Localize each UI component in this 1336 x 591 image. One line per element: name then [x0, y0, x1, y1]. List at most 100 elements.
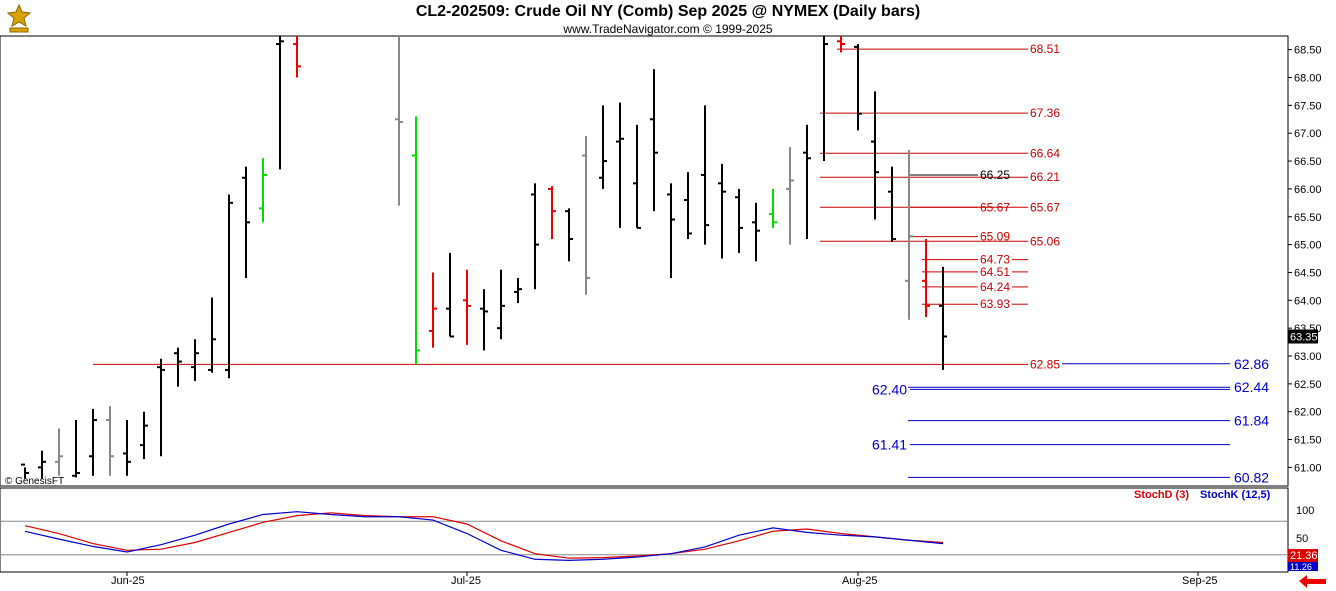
price-tick-label: 62.50 [1294, 379, 1322, 391]
blue-level-label: 62.40 [872, 381, 907, 397]
price-tick-label: 61.50 [1294, 435, 1322, 447]
ohlc-bar [21, 463, 29, 479]
red-level-label: 62.85 [1030, 357, 1060, 371]
ohlc-bar [599, 105, 607, 189]
ohlc-bar [531, 183, 539, 290]
ohlc-bar [480, 289, 488, 351]
ohlc-bar [55, 428, 63, 476]
copyright-label: © GenesisFT [5, 476, 64, 487]
red-level-label: 67.36 [1030, 106, 1060, 120]
ohlc-bar [616, 102, 624, 228]
chart-title: CL2-202509: Crude Oil NY (Comb) Sep 2025… [415, 3, 921, 20]
ohlc-bar [684, 172, 692, 240]
extra-level-label: 65.67 [980, 200, 1010, 214]
ohlc-bar [633, 124, 641, 229]
ohlc-bar [854, 44, 862, 131]
ohlc-bar [157, 358, 165, 457]
chart-subtitle: www.TradeNavigator.com © 1999-2025 [563, 22, 773, 36]
price-tick-label: 65.50 [1294, 212, 1322, 224]
ohlc-bar [888, 166, 896, 242]
ohlc-bar [174, 347, 182, 387]
ohlc-bar [497, 269, 505, 340]
ohlc-bar [429, 272, 437, 348]
blue-level-label: 60.82 [1234, 469, 1269, 485]
chart-header: CL2-202509: Crude Oil NY (Comb) Sep 2025… [0, 0, 1336, 36]
ohlc-bar [701, 105, 709, 245]
ohlc-bar [871, 91, 879, 220]
stoch-d-box [1288, 549, 1318, 562]
ohlc-bar [514, 278, 522, 304]
ohlc-bar [293, 36, 301, 78]
ohlc-bar [123, 420, 131, 476]
red-level-label: 66.21 [1030, 170, 1060, 184]
ohlc-bar [225, 194, 233, 379]
date-tick-label: Sep-25 [1182, 575, 1217, 587]
price-tick-label: 67.50 [1294, 100, 1322, 112]
price-tick-label: 63.00 [1294, 351, 1322, 363]
red-level-label: 66.64 [1030, 146, 1060, 160]
stoch-k-legend: StochK (12,5) [1200, 489, 1271, 501]
red-level-label: 63.93 [980, 297, 1010, 311]
ohlc-bar [565, 208, 573, 262]
ohlc-bar [463, 269, 471, 345]
ohlc-bar [191, 339, 199, 382]
red-level-label: 65.06 [1030, 234, 1060, 248]
date-axis: Jun-25 Jul-25 Aug-25 Sep-25 [111, 572, 1326, 588]
price-tick-label: 64.50 [1294, 267, 1322, 279]
ohlc-bar [72, 420, 80, 478]
blue-level-label: 62.44 [1234, 379, 1269, 395]
extra-level-label: 66.25 [980, 168, 1010, 182]
price-tick-label: 61.00 [1294, 462, 1322, 474]
price-bars [21, 36, 947, 479]
extra-level-label: 65.09 [980, 230, 1010, 244]
ohlc-bar [548, 186, 556, 240]
date-tick-label: Jun-25 [111, 575, 145, 587]
ohlc-bar [38, 450, 46, 479]
ohlc-bar [752, 202, 760, 262]
ohlc-bar [837, 36, 845, 53]
price-panel-frame [0, 35, 1289, 487]
price-tick-label: 66.00 [1294, 184, 1322, 196]
stoch-tick-label: 100 [1296, 505, 1314, 517]
ohlc-bar [395, 36, 403, 206]
red-level-label: 64.51 [980, 265, 1010, 279]
scroll-left-arrow-icon[interactable] [1299, 575, 1326, 588]
price-tick-label: 64.00 [1294, 295, 1322, 307]
ohlc-bar [242, 166, 250, 279]
red-level-label: 64.73 [980, 253, 1010, 267]
ohlc-bar [446, 252, 454, 338]
last-price-label: 63.35 [1290, 332, 1318, 344]
ohlc-bar [786, 147, 794, 245]
ohlc-bar [650, 69, 658, 212]
stoch-panel-frame [0, 487, 1289, 573]
ohlc-bar [106, 406, 114, 476]
blue-level-label: 61.41 [872, 437, 907, 453]
ohlc-bar [582, 135, 590, 295]
ohlc-bar [140, 411, 148, 460]
ohlc-bar [89, 408, 97, 476]
ohlc-bar [803, 124, 811, 240]
price-levels: 68.51 67.36 66.64 66.21 65.67 65.06 64.7364.51… [93, 42, 1269, 485]
ohlc-bar [735, 188, 743, 253]
price-tick-label: 67.00 [1294, 128, 1322, 140]
ohlc-bar [823, 36, 828, 162]
blue-level-label: 61.84 [1234, 413, 1269, 429]
price-tick-label: 68.50 [1294, 45, 1322, 57]
ohlc-bar [667, 183, 675, 279]
last-price-box [1288, 329, 1318, 344]
ohlc-bar [769, 188, 777, 228]
stoch-k-box [1288, 562, 1318, 571]
blue-level-label: 62.86 [1234, 356, 1269, 372]
ohlc-bar [412, 116, 420, 365]
stoch-k-line [24, 511, 944, 562]
ohlc-bar [939, 266, 947, 370]
red-level-label: 65.67 [1030, 200, 1060, 214]
stoch-tick-label: 50 [1296, 533, 1308, 545]
ohlc-bar [208, 297, 216, 373]
stoch-k-value: 11.26 [1290, 562, 1312, 572]
price-tick-label: 62.00 [1294, 407, 1322, 419]
date-tick-label: Aug-25 [842, 575, 877, 587]
ohlc-bar [905, 149, 913, 320]
